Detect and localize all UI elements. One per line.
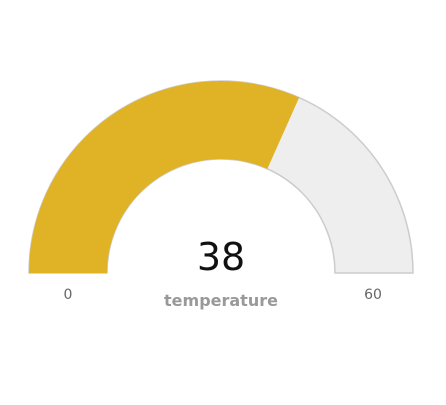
gauge-max-label: 60	[364, 287, 382, 303]
gauge-value-arc	[29, 80, 300, 273]
gauge-value-text: 38	[197, 235, 245, 279]
gauge-label-text: temperature	[164, 291, 278, 310]
gauge-min-label: 0	[64, 287, 73, 303]
